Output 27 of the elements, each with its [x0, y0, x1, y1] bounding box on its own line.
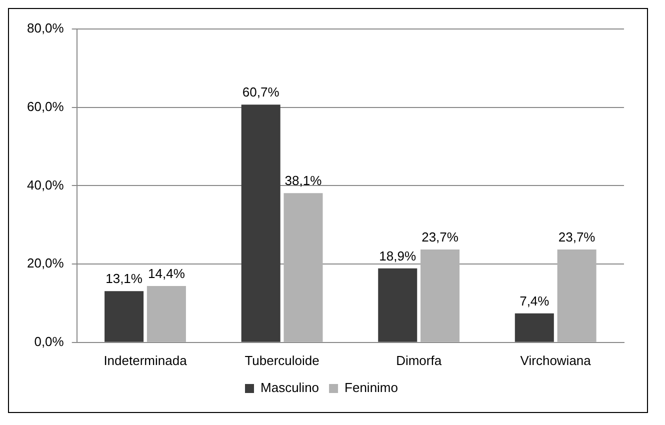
y-tick-label: 60,0%: [26, 98, 64, 114]
data-label: 60,7%: [242, 84, 280, 100]
bar: [146, 286, 186, 342]
data-label: 13,1%: [106, 271, 143, 286]
bar: [241, 104, 280, 342]
bar: [514, 313, 554, 342]
x-tick-label: Indeterminada: [104, 352, 188, 368]
data-label: 7,4%: [520, 293, 550, 308]
data-label: 38,1%: [284, 173, 322, 188]
bar: [420, 250, 460, 342]
bar: [557, 250, 596, 342]
x-tick-label: Virchowiana: [520, 352, 592, 368]
y-tick-label: 80,0%: [26, 20, 64, 36]
legend-label: Masculino: [260, 380, 320, 396]
y-tick-label: 40,0%: [26, 177, 64, 192]
bar: [284, 193, 323, 342]
data-label: 23,7%: [422, 230, 459, 245]
y-tick-label: 20,0%: [26, 256, 64, 271]
x-tick-label: Tuberculoide: [244, 352, 320, 368]
data-label: 23,7%: [558, 230, 596, 245]
legend-label: Feninimo: [344, 380, 398, 396]
data-label: 14,4%: [148, 266, 186, 282]
data-label: 18,9%: [379, 248, 416, 264]
bar: [104, 291, 144, 342]
y-tick-label: 0,0%: [34, 334, 64, 349]
x-tick-label: Dimorfa: [396, 352, 442, 368]
bar: [378, 268, 418, 342]
